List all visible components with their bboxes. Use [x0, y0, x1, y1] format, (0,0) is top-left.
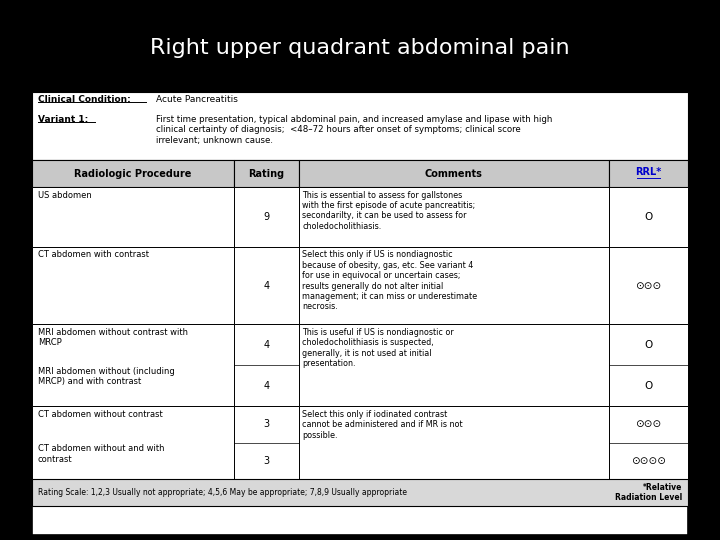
Bar: [609, 324, 688, 406]
Bar: [299, 406, 609, 480]
Text: 9: 9: [263, 212, 269, 222]
Text: US abdomen: US abdomen: [37, 191, 91, 200]
Bar: [299, 187, 609, 247]
Text: First time presentation, typical abdominal pain, and increased amylase and lipas: First time presentation, typical abdomin…: [156, 115, 552, 145]
Bar: [234, 406, 299, 480]
Bar: [234, 324, 299, 406]
Bar: [609, 187, 688, 247]
Bar: [299, 160, 609, 187]
Text: Right upper quadrant abdominal pain: Right upper quadrant abdominal pain: [150, 38, 570, 58]
Text: 3: 3: [263, 420, 269, 429]
Bar: [32, 160, 234, 187]
Bar: [32, 324, 234, 406]
Text: ⊙⊙⊙: ⊙⊙⊙: [635, 280, 662, 291]
Text: ⊙⊙⊙⊙: ⊙⊙⊙⊙: [631, 456, 666, 466]
Bar: [32, 406, 234, 480]
Text: CT abdomen with contrast: CT abdomen with contrast: [37, 251, 148, 259]
Text: CT abdomen without contrast: CT abdomen without contrast: [37, 410, 163, 418]
Text: Select this only if US is nondiagnostic
because of obesity, gas, etc. See varian: Select this only if US is nondiagnostic …: [302, 251, 477, 312]
Text: Clinical Condition:: Clinical Condition:: [37, 96, 130, 104]
Text: O: O: [644, 340, 652, 350]
Text: Comments: Comments: [425, 168, 483, 179]
Bar: [32, 92, 688, 160]
Text: Acute Pancreatitis: Acute Pancreatitis: [156, 96, 238, 104]
Text: This is essential to assess for gallstones
with the first episode of acute pancr: This is essential to assess for gallston…: [302, 191, 475, 231]
Bar: [609, 406, 688, 480]
Bar: [234, 187, 299, 247]
Text: Radiologic Procedure: Radiologic Procedure: [74, 168, 192, 179]
Bar: [234, 247, 299, 324]
Text: Select this only if iodinated contrast
cannot be administered and if MR is not
p: Select this only if iodinated contrast c…: [302, 410, 463, 440]
Text: This is useful if US is nondiagnostic or
choledocholithiasis is suspected,
gener: This is useful if US is nondiagnostic or…: [302, 328, 454, 368]
Text: O: O: [644, 212, 652, 222]
Text: RRL*: RRL*: [635, 166, 662, 177]
Text: MRI abdomen without (including
MRCP) and with contrast: MRI abdomen without (including MRCP) and…: [37, 367, 174, 387]
Bar: [32, 247, 234, 324]
Text: 4: 4: [263, 340, 269, 350]
Text: *Relative
Radiation Level: *Relative Radiation Level: [615, 483, 683, 502]
Bar: [609, 247, 688, 324]
Text: Rating: Rating: [248, 168, 284, 179]
Text: CT abdomen without and with
contrast: CT abdomen without and with contrast: [37, 444, 164, 464]
Bar: [299, 247, 609, 324]
Bar: [32, 187, 234, 247]
Text: O: O: [644, 381, 652, 391]
Text: ⊙⊙⊙: ⊙⊙⊙: [635, 420, 662, 429]
Text: 4: 4: [263, 381, 269, 391]
Bar: [609, 160, 688, 187]
Text: Rating Scale: 1,2,3 Usually not appropriate; 4,5,6 May be appropriate; 7,8,9 Usu: Rating Scale: 1,2,3 Usually not appropri…: [37, 488, 407, 497]
Bar: [234, 160, 299, 187]
Text: MRI abdomen without contrast with
MRCP: MRI abdomen without contrast with MRCP: [37, 328, 188, 347]
Text: 3: 3: [263, 456, 269, 466]
Bar: [299, 324, 609, 406]
Text: Variant 1:: Variant 1:: [37, 115, 88, 124]
Text: 4: 4: [263, 280, 269, 291]
Bar: [32, 480, 688, 506]
